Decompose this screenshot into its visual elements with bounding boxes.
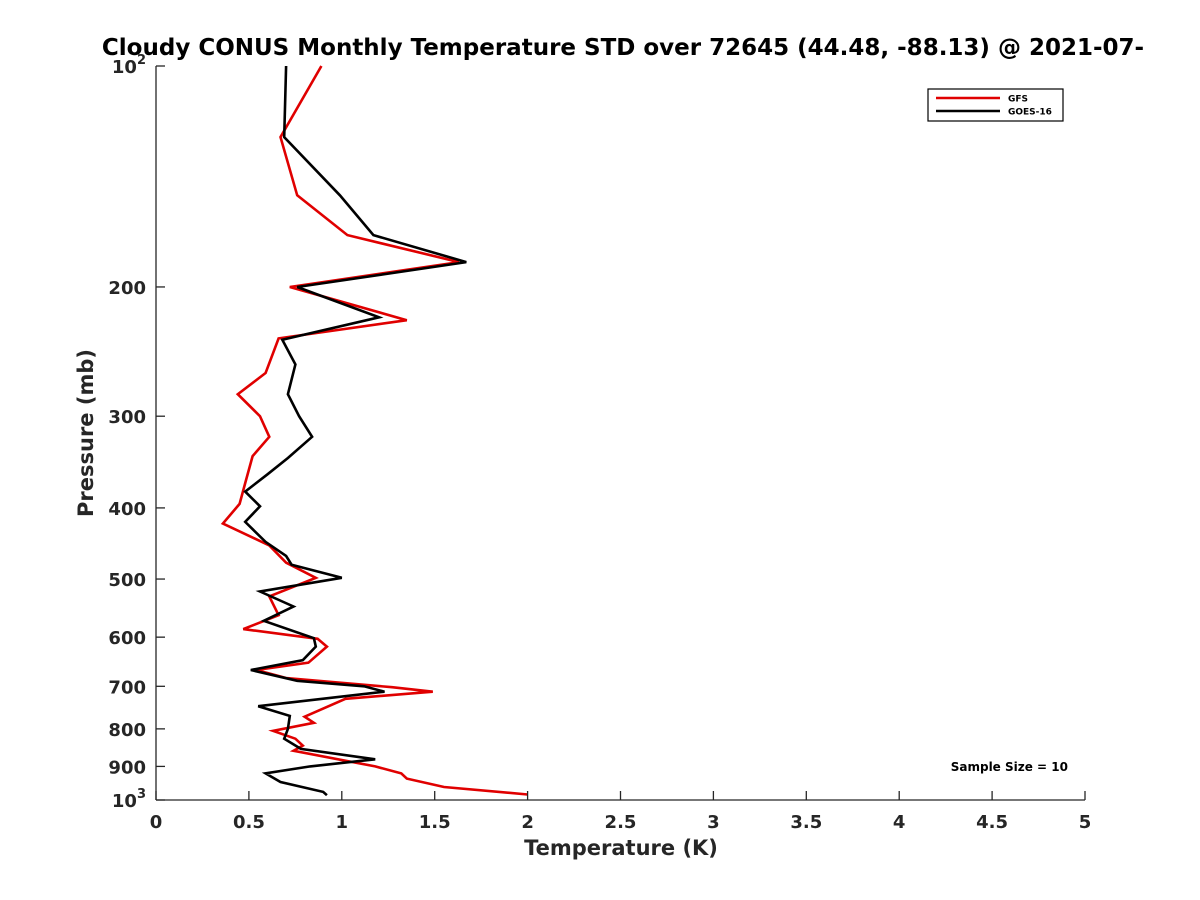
y-tick-label: 103 <box>112 787 146 812</box>
x-tick-label: 3 <box>707 812 720 833</box>
x-tick-label: 2 <box>521 812 534 833</box>
y-tick-label: 300 <box>108 407 146 428</box>
chart-title: Cloudy CONUS Monthly Temperature STD ove… <box>102 35 1144 61</box>
legend-box <box>927 88 1064 122</box>
y-tick-label: 102 <box>112 53 146 78</box>
y-tick-label: 700 <box>108 677 146 698</box>
x-tick-label: 2.5 <box>605 812 637 833</box>
series-line-gfs <box>220 65 528 796</box>
y-tick-label: 400 <box>108 499 146 520</box>
legend-entry: GFS <box>1008 95 1028 105</box>
x-tick-label: 1.5 <box>419 812 451 833</box>
plot-lines <box>220 65 528 797</box>
x-axis-label: Temperature (K) <box>524 836 718 860</box>
y-tick-label: 600 <box>108 628 146 649</box>
x-tick-label: 1 <box>336 812 349 833</box>
y-axis-label: Pressure (mb) <box>74 349 98 517</box>
x-tick-label: 3.5 <box>790 812 822 833</box>
y-tick-label: 800 <box>108 720 146 741</box>
x-tick-label: 0.5 <box>233 812 265 833</box>
x-tick-label: 0 <box>150 812 163 833</box>
legend: GFS GOES-16 <box>927 88 1064 122</box>
axes: 0 0.5 1 1.5 2 2.5 3 3.5 4 4.5 5 102 200 300 400 500 600 7… <box>108 53 1091 833</box>
x-tick-label: 4.5 <box>976 812 1008 833</box>
legend-entry: GOES-16 <box>1008 108 1052 118</box>
x-tick-label: 4 <box>893 812 906 833</box>
x-tick-label: 5 <box>1079 812 1092 833</box>
y-tick-label: 900 <box>108 757 146 778</box>
sample-size-annotation: Sample Size = 10 <box>951 760 1068 774</box>
y-tick-label: 200 <box>108 278 146 299</box>
y-tick-label: 500 <box>108 570 146 591</box>
series-line-goes-16 <box>243 65 467 797</box>
